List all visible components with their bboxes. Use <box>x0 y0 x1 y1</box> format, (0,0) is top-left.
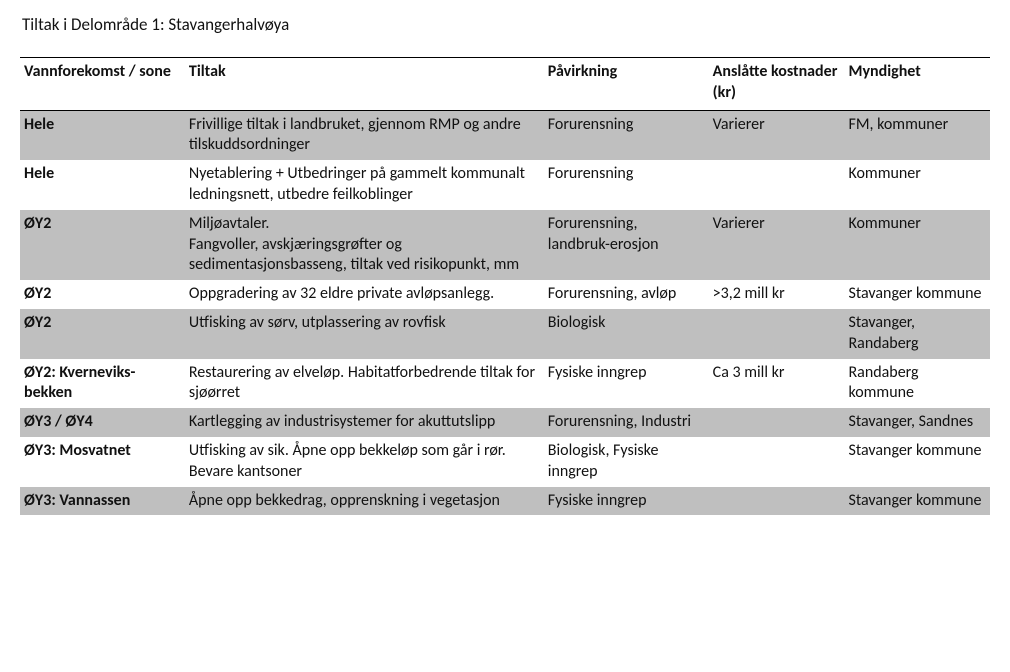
table-row: ØY3 / ØY4Kartlegging av industrisystemer… <box>20 408 990 437</box>
col-myndighet: Myndighet <box>844 58 990 111</box>
cell-myndighet: Kommuner <box>844 210 990 280</box>
cell-zone: ØY2: Kverneviks-bekken <box>20 359 185 409</box>
cell-myndighet: Stavanger, Sandnes <box>844 408 990 437</box>
tiltak-table: Vannforekomst / sone Tiltak Påvirkning A… <box>20 57 990 515</box>
table-row: ØY2Utfisking av sørv, utplassering av ro… <box>20 309 990 359</box>
cell-pavirkning: Forurensning <box>544 110 709 160</box>
cell-tiltak: Kartlegging av industrisystemer for akut… <box>185 408 544 437</box>
cell-kostnader: Varierer <box>709 110 845 160</box>
table-row: ØY2Miljøavtaler.Fangvoller, avskjæringsg… <box>20 210 990 280</box>
cell-pavirkning: Forurensning <box>544 160 709 210</box>
cell-pavirkning: Forurensning, avløp <box>544 280 709 309</box>
page-title: Tiltak i Delområde 1: Stavangerhalvøya <box>22 14 990 35</box>
cell-zone: ØY2 <box>20 280 185 309</box>
table-header-row: Vannforekomst / sone Tiltak Påvirkning A… <box>20 58 990 111</box>
cell-kostnader: Varierer <box>709 210 845 280</box>
cell-zone: Hele <box>20 110 185 160</box>
cell-tiltak: Frivillige tiltak i landbruket, gjennom … <box>185 110 544 160</box>
cell-myndighet: Stavanger kommune <box>844 280 990 309</box>
cell-kostnader <box>709 309 845 359</box>
cell-myndighet: FM, kommuner <box>844 110 990 160</box>
cell-zone: Hele <box>20 160 185 210</box>
cell-kostnader <box>709 487 845 516</box>
cell-pavirkning: Forurensning, Industri <box>544 408 709 437</box>
cell-kostnader <box>709 437 845 487</box>
cell-zone: ØY3 / ØY4 <box>20 408 185 437</box>
cell-myndighet: Stavanger kommune <box>844 437 990 487</box>
col-vannforekomst: Vannforekomst / sone <box>20 58 185 111</box>
cell-kostnader <box>709 160 845 210</box>
cell-pavirkning: Biologisk <box>544 309 709 359</box>
cell-myndighet: Stavanger, Randaberg <box>844 309 990 359</box>
cell-tiltak: Restaurering av elveløp. Habitatforbedre… <box>185 359 544 409</box>
table-row: ØY2: Kverneviks-bekkenRestaurering av el… <box>20 359 990 409</box>
cell-kostnader: >3,2 mill kr <box>709 280 845 309</box>
table-row: ØY2Oppgradering av 32 eldre private avlø… <box>20 280 990 309</box>
col-pavirkning: Påvirkning <box>544 58 709 111</box>
table-row: HeleFrivillige tiltak i landbruket, gjen… <box>20 110 990 160</box>
cell-kostnader: Ca 3 mill kr <box>709 359 845 409</box>
cell-tiltak: Utfisking av sik. Åpne opp bekkeløp som … <box>185 437 544 487</box>
cell-pavirkning: Forurensning, landbruk-erosjon <box>544 210 709 280</box>
cell-zone: ØY3: Vannassen <box>20 487 185 516</box>
col-tiltak: Tiltak <box>185 58 544 111</box>
table-body: HeleFrivillige tiltak i landbruket, gjen… <box>20 110 990 515</box>
cell-myndighet: Randaberg kommune <box>844 359 990 409</box>
cell-tiltak: Utfisking av sørv, utplassering av rovfi… <box>185 309 544 359</box>
cell-tiltak: Oppgradering av 32 eldre private avløpsa… <box>185 280 544 309</box>
cell-tiltak: Nyetablering + Utbedringer på gammelt ko… <box>185 160 544 210</box>
cell-pavirkning: Fysiske inngrep <box>544 359 709 409</box>
cell-myndighet: Kommuner <box>844 160 990 210</box>
cell-pavirkning: Biologisk, Fysiske inngrep <box>544 437 709 487</box>
cell-zone: ØY2 <box>20 309 185 359</box>
cell-zone: ØY2 <box>20 210 185 280</box>
table-row: HeleNyetablering + Utbedringer på gammel… <box>20 160 990 210</box>
table-row: ØY3: VannassenÅpne opp bekkedrag, oppren… <box>20 487 990 516</box>
page: Tiltak i Delområde 1: Stavangerhalvøya V… <box>0 0 1010 672</box>
table-header: Vannforekomst / sone Tiltak Påvirkning A… <box>20 58 990 111</box>
cell-zone: ØY3: Mosvatnet <box>20 437 185 487</box>
cell-tiltak: Åpne opp bekkedrag, opprenskning i veget… <box>185 487 544 516</box>
cell-tiltak: Miljøavtaler.Fangvoller, avskjæringsgrøf… <box>185 210 544 280</box>
cell-myndighet: Stavanger kommune <box>844 487 990 516</box>
cell-kostnader <box>709 408 845 437</box>
col-kostnader: Anslåtte kostnader (kr) <box>709 58 845 111</box>
table-row: ØY3: MosvatnetUtfisking av sik. Åpne opp… <box>20 437 990 487</box>
cell-pavirkning: Fysiske inngrep <box>544 487 709 516</box>
